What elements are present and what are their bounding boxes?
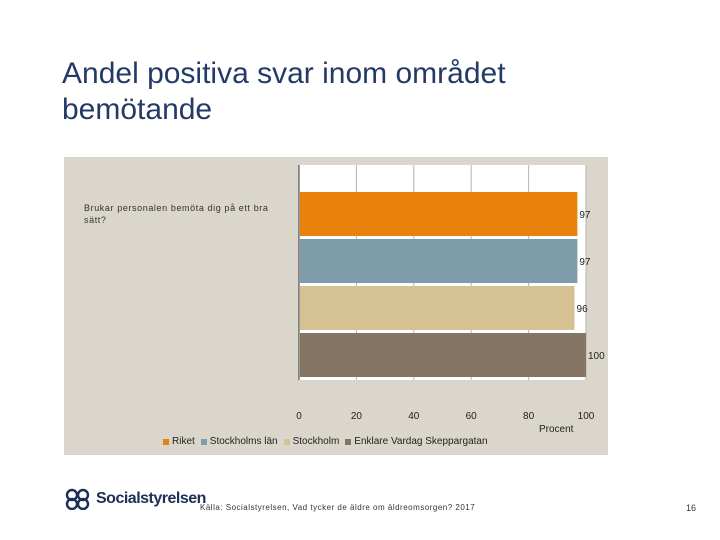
legend-item-enklare-vardag: Enklare Vardag Skeppargatan xyxy=(345,436,488,447)
legend-label: Stockholms län xyxy=(209,436,278,447)
x-tick-label: 0 xyxy=(296,411,302,422)
x-tick-label: 60 xyxy=(466,411,478,422)
bar-stockholm xyxy=(300,286,575,330)
legend-item-riket: Riket xyxy=(163,436,195,447)
legend-item-stockholm: Stockholm xyxy=(283,436,340,447)
question-label: Brukar personalen bemöta dig på ett bra … xyxy=(84,203,269,225)
legend-item-stockholms-lan: Stockholms län xyxy=(200,436,278,447)
x-tick-label: 20 xyxy=(351,411,363,422)
legend-label: Enklare Vardag Skeppargatan xyxy=(354,436,488,447)
legend-swatch xyxy=(163,438,169,445)
legend: Riket Stockholms län Stockholm Enklare V… xyxy=(163,436,494,447)
page-number: 16 xyxy=(686,503,697,513)
x-axis-title: Procent xyxy=(539,424,574,435)
legend-swatch xyxy=(283,438,290,445)
bar-value-label: 97 xyxy=(579,210,591,221)
socialstyrelsen-logo: Socialstyrelsen xyxy=(64,488,206,510)
bar-value-label: 96 xyxy=(577,304,589,315)
legend-swatch xyxy=(345,438,352,445)
x-tick-label: 80 xyxy=(523,411,535,422)
bar-enklare-vardag-skeppargatan xyxy=(300,333,586,377)
legend-label: Riket xyxy=(172,436,195,447)
bar-riket xyxy=(300,192,578,236)
source-note: Källa: Socialstyrelsen, Vad tycker de äl… xyxy=(200,503,476,512)
slide-title: Andel positiva svar inom området bemötan… xyxy=(62,57,506,126)
bar-value-label: 97 xyxy=(579,257,591,268)
bar-value-label: 100 xyxy=(588,351,605,362)
x-tick-label: 40 xyxy=(408,411,420,422)
x-tick-label: 100 xyxy=(578,411,595,422)
bar-stockholms-l-n xyxy=(300,239,578,283)
legend-label: Stockholm xyxy=(292,436,340,447)
legend-swatch xyxy=(200,438,207,445)
logo-emblem-icon xyxy=(65,488,90,510)
logo-wordmark: Socialstyrelsen xyxy=(96,490,206,507)
